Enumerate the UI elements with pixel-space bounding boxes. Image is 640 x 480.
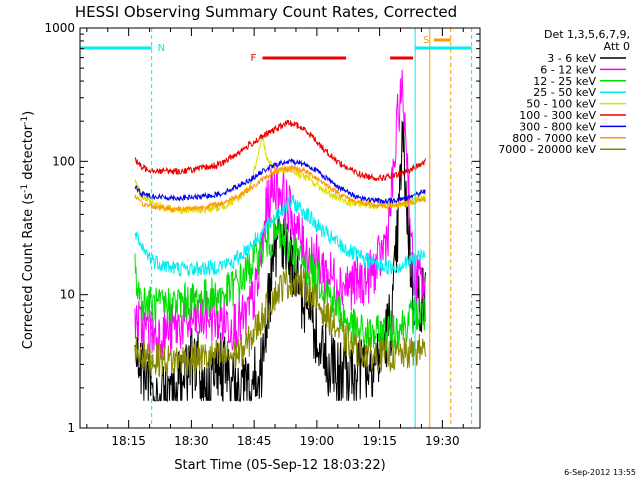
x-tick-label-0: 18:15	[111, 434, 146, 448]
series-line-8	[134, 266, 426, 377]
legend-label-8: 7000 - 20000 keV	[498, 143, 596, 156]
legend-label-4: 50 - 100 keV	[526, 98, 596, 111]
x-tick-label-1: 18:30	[174, 434, 209, 448]
series-line-7	[134, 163, 426, 213]
series-line-6	[134, 157, 426, 205]
night-flag-label: N	[158, 43, 165, 54]
saa-flag-label: S	[423, 35, 429, 46]
legend-label-0: 3 - 6 keV	[547, 52, 596, 65]
y-tick-label-2: 100	[52, 154, 75, 168]
series-line-3	[134, 194, 426, 278]
y-tick-label-3: 1000	[44, 21, 75, 35]
x-tick-label-4: 19:15	[362, 434, 397, 448]
legend-header-attenuator: Att 0	[604, 40, 630, 53]
x-tick-label-2: 18:45	[237, 434, 272, 448]
y-tick-label-0: 1	[67, 421, 75, 435]
y-tick-label-1: 10	[60, 288, 75, 302]
plot-frame	[79, 27, 481, 429]
axis-ticks: 18:15 18:30 18:45 19:00 19:15 19:30 1 10 100 1000	[44, 21, 480, 448]
series-line-2	[134, 216, 426, 355]
legend-header-detectors: Det 1,3,5,6,7,9,	[544, 28, 630, 41]
x-axis-label: Start Time (05-Sep-12 18:03:22)	[174, 458, 385, 473]
x-tick-label-5: 19:30	[425, 434, 460, 448]
legend-label-6: 300 - 800 keV	[519, 120, 596, 133]
flag-layer: N F S	[80, 35, 472, 64]
legend-label-3: 25 - 50 keV	[533, 86, 596, 99]
x-tick-label-3: 19:00	[300, 434, 335, 448]
series-layer	[134, 69, 426, 403]
series-line-5	[134, 119, 426, 182]
legend-label-2: 12 - 25 keV	[533, 75, 596, 88]
legend-label-5: 100 - 300 keV	[519, 109, 596, 122]
legend-label-1: 6 - 12 keV	[540, 63, 596, 76]
chart-title: HESSI Observing Summary Count Rates, Cor…	[75, 3, 457, 21]
y-axis-label: Corrected Count Rate (s-1 detector-1)	[20, 111, 36, 349]
legend-label-7: 800 - 7000 keV	[512, 132, 596, 145]
footer-timestamp: 6-Sep-2012 13:55	[564, 468, 636, 477]
flare-flag-label: F	[251, 53, 257, 64]
